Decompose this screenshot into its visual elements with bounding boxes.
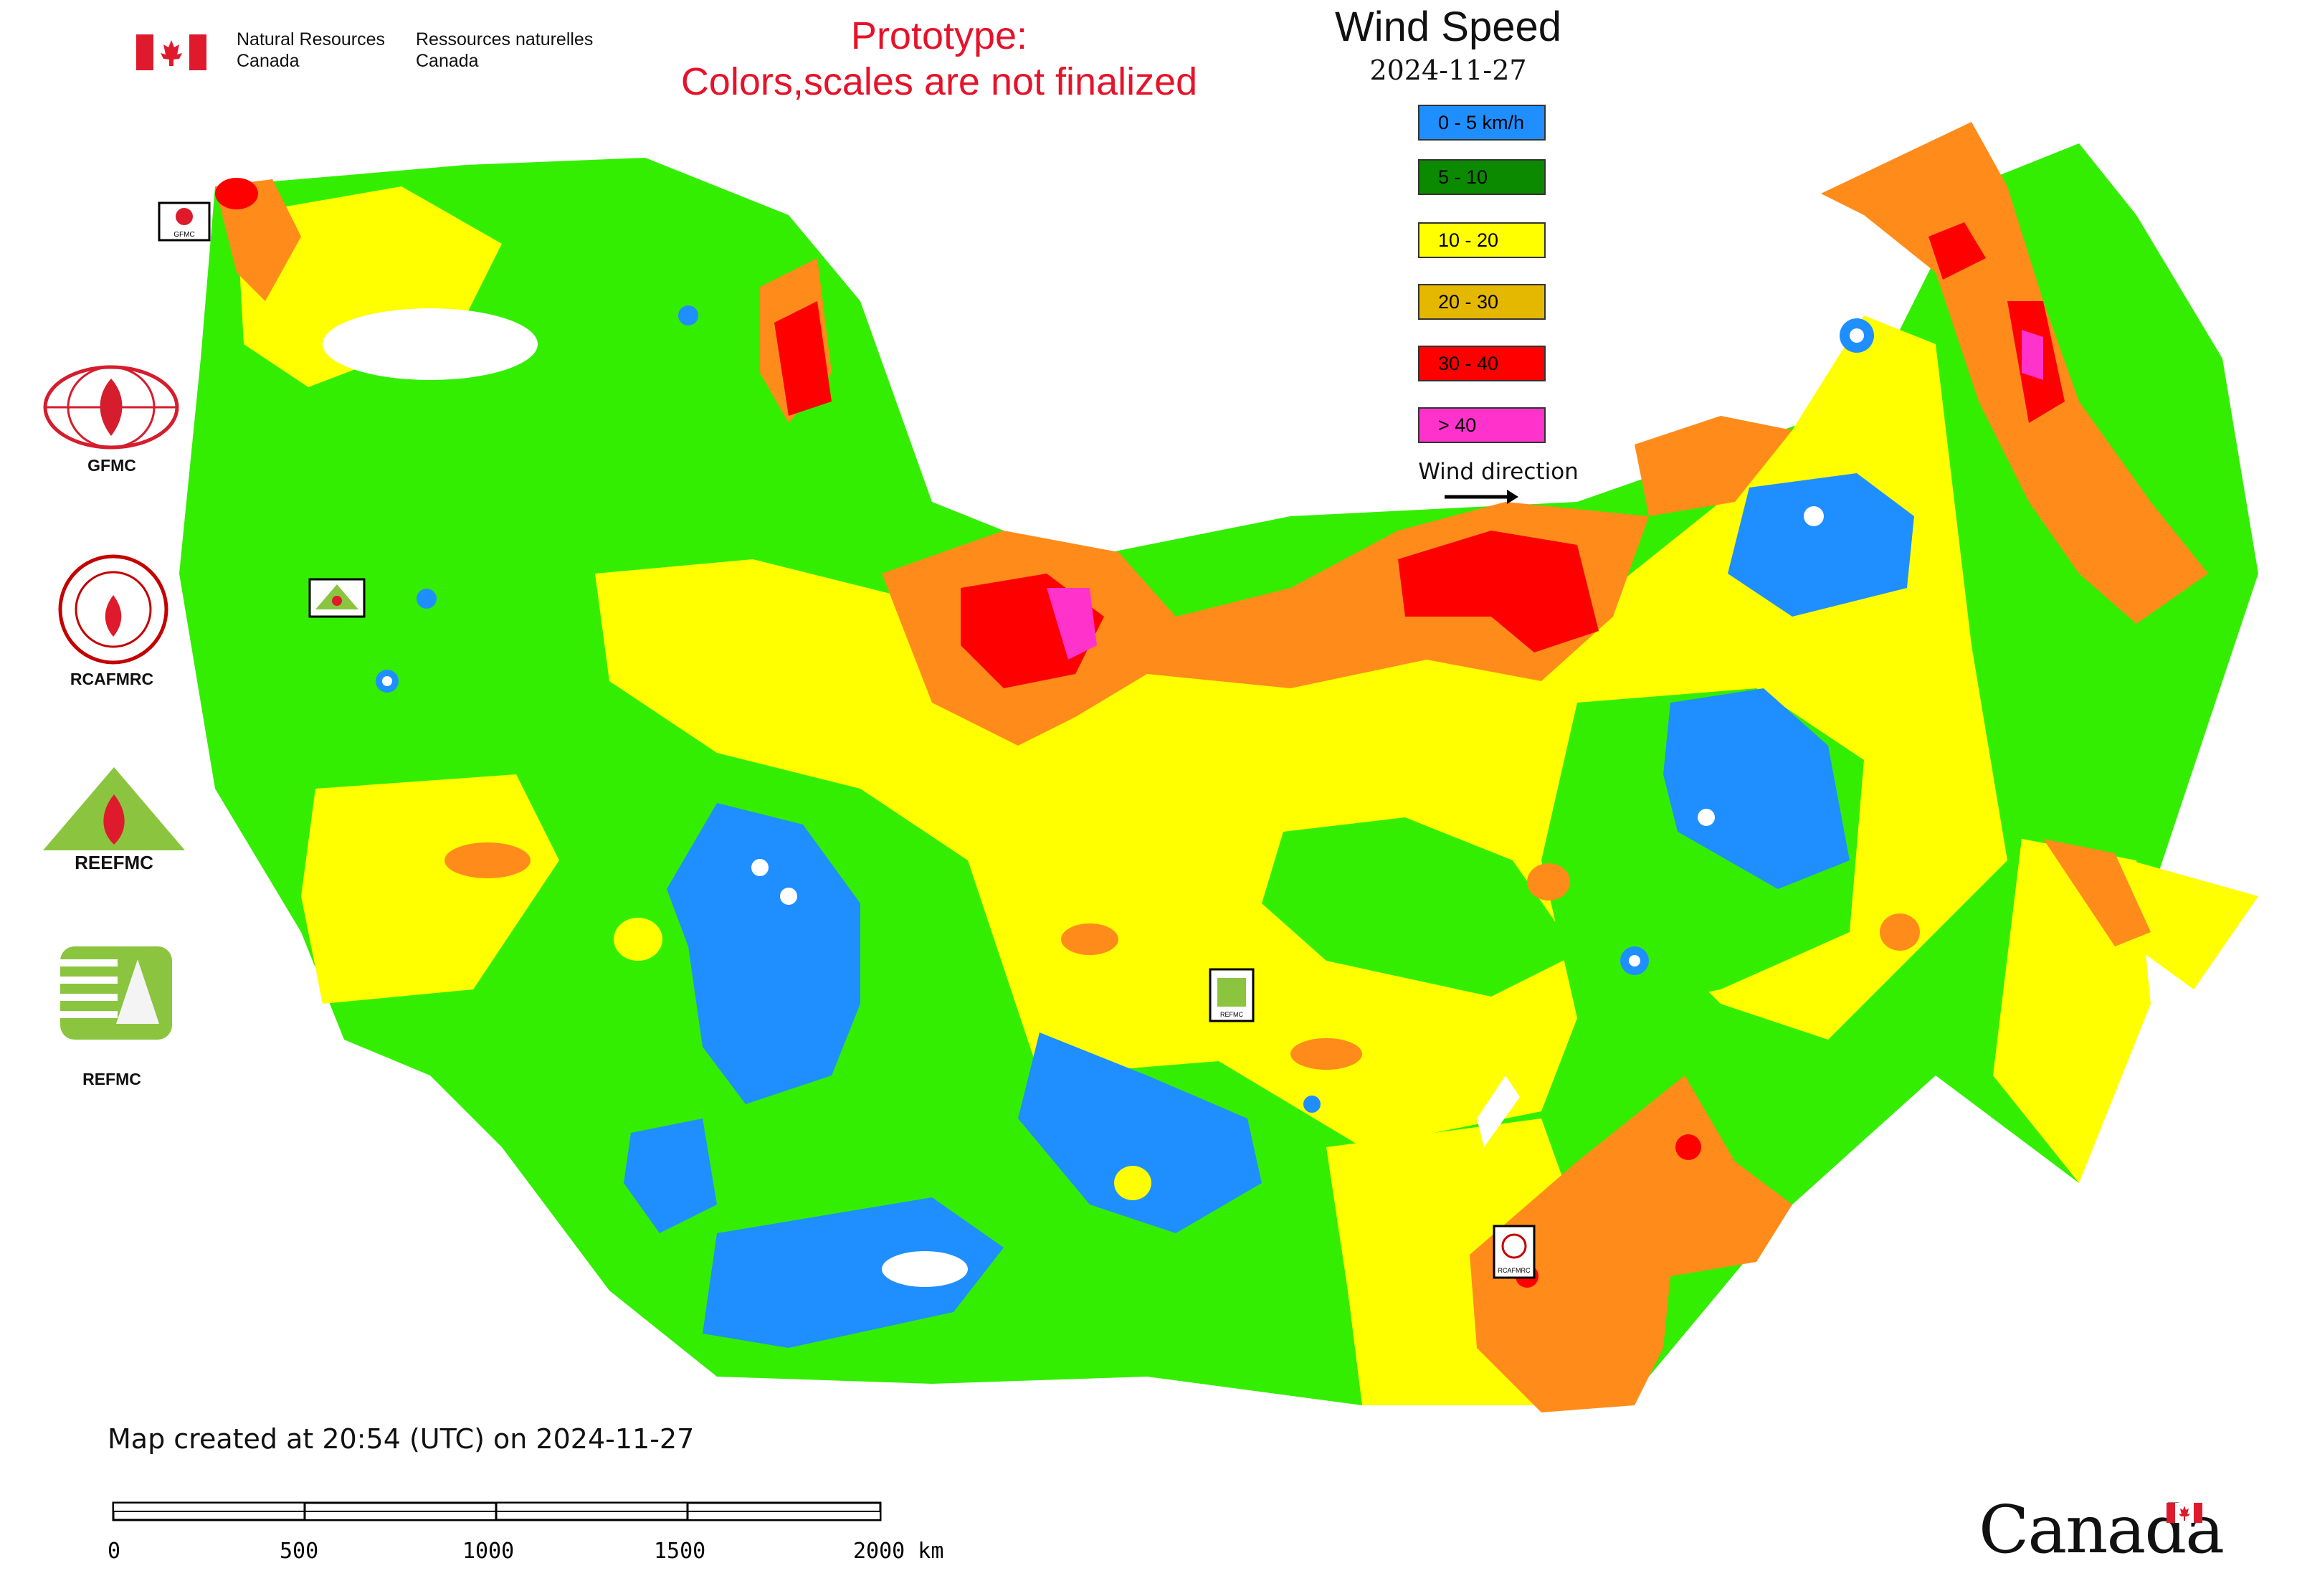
scale-tick-2000: 2000 km: [853, 1539, 944, 1564]
legend-class-strong: 30 - 40: [1418, 346, 1546, 381]
legend-date: 2024-11-27: [1369, 54, 1527, 86]
government-header: Natural Resources Canada Ressources natu…: [136, 27, 638, 77]
site-marker-reefmc: [308, 578, 366, 618]
wind-direction-label: Wind direction: [1418, 459, 1579, 485]
map-created-note: Map created at 20:54 (UTC) on 2024-11-27: [108, 1423, 695, 1455]
scale-tick-0: 0: [108, 1539, 121, 1564]
site-marker-rcafmrc: RCAFMRC: [1493, 1225, 1536, 1279]
canada-flag-icon: [136, 34, 206, 70]
svg-text:REFMC: REFMC: [1220, 1011, 1243, 1018]
scale-bar-graphic: [112, 1501, 882, 1521]
legend-class-fresh: 20 - 30: [1418, 284, 1546, 320]
svg-text:REEFMC: REEFMC: [75, 852, 153, 873]
refmc-logo-icon: [60, 946, 172, 1040]
map-region-blue: [667, 803, 860, 1104]
canada-wordmark-flag-icon: [2167, 1503, 2202, 1523]
map-region-magenta: [1047, 588, 1097, 660]
svg-text:GFMC: GFMC: [173, 231, 194, 239]
scale-bar: 0 500 1000 1500 2000 km: [108, 1498, 968, 1577]
canada-wordmark: Canada: [1979, 1491, 2225, 1568]
gfmc-logo-icon: [43, 365, 179, 450]
map-region-yellow: [595, 315, 2007, 1147]
scale-tick-500: 500: [280, 1539, 319, 1564]
svg-text:RCAFMRC: RCAFMRC: [1498, 1267, 1531, 1274]
wind-direction-arrow-icon: [1445, 490, 1518, 504]
scale-tick-1000: 1000: [462, 1539, 515, 1564]
refmc-logo-label: REFMC: [82, 1070, 141, 1088]
org-name-french: Ressources naturelles Canada: [416, 29, 594, 71]
rcafmrc-logo-label: RCAFMRC: [70, 670, 154, 688]
legend-class-moderate: 10 - 20: [1418, 222, 1546, 258]
site-marker-gfmc: GFMC: [158, 201, 211, 242]
scale-tick-1500: 1500: [654, 1539, 706, 1564]
org-name-english: Natural Resources Canada: [237, 29, 386, 71]
gfmc-logo-label: GFMC: [87, 456, 136, 475]
legend-class-calm: 0 - 5 km/h: [1418, 105, 1546, 141]
reefmc-logo-icon: REEFMC: [39, 767, 189, 873]
rcafmrc-logo-icon: [58, 554, 168, 665]
site-marker-refmc: REFMC: [1209, 968, 1255, 1022]
legend-title: Wind Speed: [1335, 4, 1561, 50]
legend-class-gale: > 40: [1418, 407, 1546, 443]
prototype-note: Prototype: Colors,scales are not finaliz…: [680, 14, 1198, 103]
legend-class-light: 5 - 10: [1418, 159, 1546, 195]
